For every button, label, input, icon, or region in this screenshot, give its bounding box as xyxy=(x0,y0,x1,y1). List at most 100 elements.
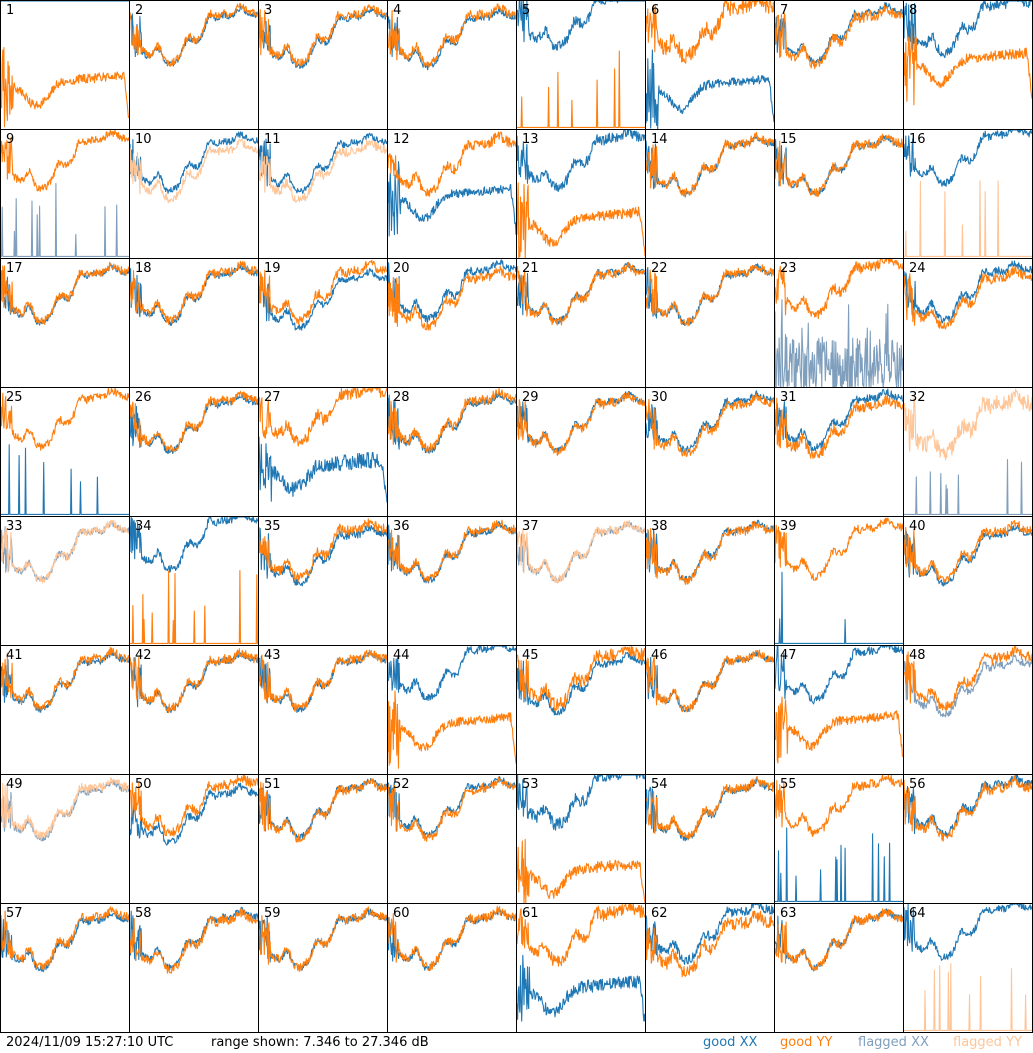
antenna-panel-5: 5 xyxy=(516,0,646,130)
antenna-number-label: 31 xyxy=(780,390,797,405)
series-flagged-yy xyxy=(1,519,129,584)
antenna-number-label: 4 xyxy=(393,3,402,18)
antenna-panel-9: 9 xyxy=(0,129,130,259)
series-good-xx xyxy=(904,260,1032,324)
antenna-panel-46: 46 xyxy=(645,645,775,775)
series-good-yy xyxy=(130,260,258,325)
series-good-yy xyxy=(388,131,516,197)
antenna-number-label: 30 xyxy=(651,390,668,405)
antenna-panel-plot xyxy=(517,261,645,326)
series-good-xx xyxy=(646,904,774,965)
series-flagged-xx xyxy=(775,299,903,387)
antenna-panel-plot xyxy=(904,646,1032,718)
series-good-xx xyxy=(259,268,387,331)
series-good-yy xyxy=(646,264,774,327)
antenna-panel-plot xyxy=(130,260,258,326)
series-good-yy xyxy=(904,775,1032,842)
antenna-panel-36: 36 xyxy=(387,516,517,646)
legend-good-xx: good XX xyxy=(703,1035,757,1051)
antenna-panel-47: 47 xyxy=(774,645,904,775)
antenna-panel-plot xyxy=(1,647,129,713)
series-good-yy xyxy=(775,696,903,764)
antenna-panel-plot xyxy=(517,904,645,1022)
antenna-number-label: 43 xyxy=(264,648,281,663)
series-good-yy xyxy=(775,394,903,460)
series-flagged-yy xyxy=(130,138,258,204)
antenna-number-label: 13 xyxy=(522,132,539,147)
antenna-number-label: 47 xyxy=(780,648,797,663)
antenna-panel-plot xyxy=(259,388,387,503)
legend-flagged-xx: flagged XX xyxy=(858,1035,929,1051)
antenna-panel-plot xyxy=(388,131,516,237)
series-good-yy xyxy=(517,904,645,967)
series-good-yy xyxy=(517,261,645,326)
series-good-yy xyxy=(1,647,129,712)
antenna-number-label: 1 xyxy=(6,3,15,18)
series-flagged-xx xyxy=(1,182,129,257)
series-good-xx xyxy=(388,161,516,237)
antenna-number-label: 3 xyxy=(264,3,273,18)
series-good-xx xyxy=(517,954,645,1022)
series-flagged-yy xyxy=(904,180,1032,257)
antenna-panel-63: 63 xyxy=(774,903,904,1033)
antenna-panel-plot xyxy=(130,2,258,68)
series-good-yy xyxy=(259,388,387,447)
antenna-panel-plot xyxy=(646,131,774,198)
antenna-number-label: 7 xyxy=(780,3,789,18)
series-good-yy xyxy=(388,388,516,454)
antenna-panel-plot xyxy=(646,519,774,585)
series-good-yy xyxy=(646,775,774,840)
series-good-xx xyxy=(517,775,645,831)
series-good-xx xyxy=(517,652,645,716)
antenna-panel-plot xyxy=(259,132,387,203)
antenna-panel-plot xyxy=(904,775,1032,842)
antenna-panel-plot xyxy=(1,519,129,584)
series-good-yy xyxy=(1,906,129,971)
series-good-yy xyxy=(775,775,903,838)
legend-good-xx-state: good xyxy=(703,1035,736,1050)
series-good-xx xyxy=(130,906,258,971)
antenna-panel-plot xyxy=(775,646,903,764)
antenna-panel-54: 54 xyxy=(645,774,775,904)
antenna-panel-10: 10 xyxy=(129,129,259,259)
antenna-panel-56: 56 xyxy=(903,774,1033,904)
antenna-number-label: 46 xyxy=(651,648,668,663)
antenna-panel-60: 60 xyxy=(387,903,517,1033)
series-good-yy xyxy=(904,646,1032,711)
antenna-number-label: 48 xyxy=(909,648,926,663)
series-good-yy xyxy=(130,775,258,837)
antenna-number-label: 10 xyxy=(135,132,152,147)
antenna-panel-plot xyxy=(775,259,903,387)
antenna-number-label: 61 xyxy=(522,906,539,921)
antenna-panel-2: 2 xyxy=(129,0,259,130)
antenna-panel-plot xyxy=(1,777,129,842)
legend-good-yy: good YY xyxy=(780,1035,832,1051)
antenna-panel-plot xyxy=(1,906,129,973)
series-good-xx xyxy=(904,904,1032,961)
series-good-xx xyxy=(517,1,645,51)
antenna-panel-58: 58 xyxy=(129,903,259,1033)
antenna-number-label: 63 xyxy=(780,906,797,921)
antenna-panel-plot xyxy=(904,904,1032,1031)
series-good-yy xyxy=(775,4,903,70)
series-good-yy xyxy=(130,648,258,714)
antenna-number-label: 51 xyxy=(264,777,281,792)
antenna-panel-plot xyxy=(904,520,1032,587)
antenna-panel-13: 13 xyxy=(516,129,646,259)
antenna-panel-31: 31 xyxy=(774,387,904,517)
series-good-yy xyxy=(259,778,387,843)
series-good-xx xyxy=(388,646,516,702)
antenna-panel-20: 20 xyxy=(387,258,517,388)
antenna-number-label: 57 xyxy=(6,906,23,921)
antenna-number-label: 49 xyxy=(6,777,23,792)
antenna-number-label: 45 xyxy=(522,648,539,663)
series-flagged-yy xyxy=(904,963,1032,1031)
antenna-number-label: 62 xyxy=(651,906,668,921)
antenna-panel-38: 38 xyxy=(645,516,775,646)
antenna-panel-53: 53 xyxy=(516,774,646,904)
antenna-panel-62: 62 xyxy=(645,903,775,1033)
series-good-xx xyxy=(904,775,1032,838)
series-good-yy xyxy=(130,908,258,974)
series-good-xx xyxy=(1,444,129,515)
antenna-panel-plot xyxy=(130,906,258,974)
